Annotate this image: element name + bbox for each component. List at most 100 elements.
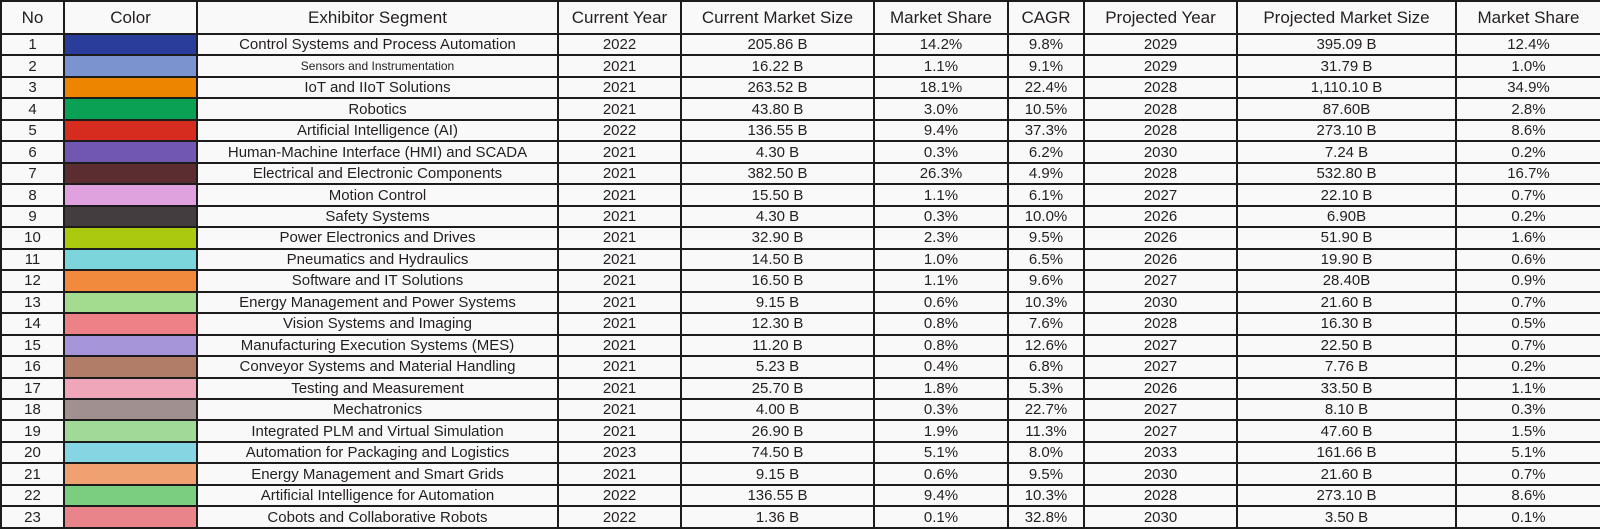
- cell-no: 21: [0, 462, 65, 486]
- cell-projected-year: 2028: [1083, 483, 1238, 508]
- cell-current-year: 2021: [557, 397, 682, 422]
- cell-projected-market-share: 34.9%: [1455, 75, 1600, 100]
- cell-cagr: 10.3%: [1007, 290, 1085, 315]
- color-swatch: [63, 226, 198, 250]
- cell-cagr: 10.0%: [1007, 204, 1085, 229]
- table-row: 20 Automation for Packaging and Logistics…: [0, 440, 1600, 465]
- cell-current-year: 2022: [557, 483, 682, 508]
- cell-projected-market-share: 0.7%: [1455, 290, 1600, 315]
- table-row: 5 Artificial Intelligence (AI) 2022 136.55 …: [0, 118, 1600, 143]
- color-swatch: [63, 247, 198, 272]
- cell-projected-year: 2030: [1083, 462, 1238, 486]
- cell-exhibitor-segment: Integrated PLM and Virtual Simulation: [196, 419, 559, 443]
- cell-cagr: 9.5%: [1007, 462, 1085, 486]
- table-header: No Color Exhibitor Segment Current Year Curr…: [0, 0, 1600, 35]
- cell-projected-year: 2027: [1083, 397, 1238, 422]
- cell-no: 15: [0, 333, 65, 358]
- cell-exhibitor-segment: Power Electronics and Drives: [196, 226, 559, 250]
- column-header-current-year: Current Year: [557, 0, 682, 35]
- cell-projected-market-size: 1,110.10 B: [1236, 75, 1457, 100]
- table-row: 13 Energy Management and Power Systems 202…: [0, 290, 1600, 315]
- cell-projected-year: 2027: [1083, 355, 1238, 379]
- cell-current-year: 2022: [557, 118, 682, 143]
- table-row: 10 Power Electronics and Drives 2021 32.90 …: [0, 226, 1600, 250]
- cell-market-share: 0.6%: [873, 290, 1009, 315]
- color-swatch: [63, 161, 198, 186]
- cell-projected-market-size: 8.10 B: [1236, 397, 1457, 422]
- cell-current-year: 2021: [557, 376, 682, 400]
- cell-current-market-size: 74.50 B: [680, 440, 875, 465]
- color-swatch: [63, 97, 198, 121]
- cell-cagr: 22.7%: [1007, 397, 1085, 422]
- table-row: 9 Safety Systems 2021 4.30 B 0.3% 10.0% 2026 6.…: [0, 204, 1600, 229]
- cell-current-year: 2021: [557, 333, 682, 358]
- cell-current-year: 2021: [557, 247, 682, 272]
- cell-current-year: 2021: [557, 355, 682, 379]
- column-header-market-share: Market Share: [873, 0, 1009, 35]
- cell-cagr: 7.6%: [1007, 312, 1085, 336]
- color-swatch: [63, 75, 198, 100]
- cell-projected-market-share: 12.4%: [1455, 32, 1600, 57]
- cell-market-share: 1.9%: [873, 419, 1009, 443]
- cell-current-year: 2021: [557, 269, 682, 293]
- cell-cagr: 6.2%: [1007, 140, 1085, 164]
- cell-projected-market-size: 87.60B: [1236, 97, 1457, 121]
- table-row: 15 Manufacturing Execution Systems (MES) 2…: [0, 333, 1600, 358]
- cell-projected-year: 2028: [1083, 161, 1238, 186]
- cell-cagr: 37.3%: [1007, 118, 1085, 143]
- cell-current-market-size: 382.50 B: [680, 161, 875, 186]
- cell-no: 22: [0, 483, 65, 508]
- color-swatch: [63, 397, 198, 422]
- cell-current-year: 2021: [557, 183, 682, 207]
- cell-market-share: 2.3%: [873, 226, 1009, 250]
- table-row: 8 Motion Control 2021 15.50 B 1.1% 6.1% 2027 22…: [0, 183, 1600, 207]
- cell-market-share: 0.8%: [873, 312, 1009, 336]
- cell-projected-market-share: 8.6%: [1455, 483, 1600, 508]
- cell-current-year: 2021: [557, 226, 682, 250]
- table-row: 19 Integrated PLM and Virtual Simulation 2…: [0, 419, 1600, 443]
- cell-no: 6: [0, 140, 65, 164]
- cell-market-share: 0.6%: [873, 462, 1009, 486]
- cell-current-market-size: 14.50 B: [680, 247, 875, 272]
- cell-market-share: 0.3%: [873, 397, 1009, 422]
- cell-current-market-size: 16.50 B: [680, 269, 875, 293]
- cell-current-year: 2021: [557, 290, 682, 315]
- table-row: 17 Testing and Measurement 2021 25.70 B 1.8%…: [0, 376, 1600, 400]
- cell-cagr: 5.3%: [1007, 376, 1085, 400]
- cell-projected-year: 2030: [1083, 140, 1238, 164]
- cell-no: 17: [0, 376, 65, 400]
- cell-current-market-size: 263.52 B: [680, 75, 875, 100]
- cell-no: 16: [0, 355, 65, 379]
- column-header-exhibitor-segment: Exhibitor Segment: [196, 0, 559, 35]
- cell-market-share: 0.8%: [873, 333, 1009, 358]
- color-swatch: [63, 140, 198, 164]
- cell-exhibitor-segment: Motion Control: [196, 183, 559, 207]
- cell-no: 18: [0, 397, 65, 422]
- table-row: 16 Conveyor Systems and Material Handling…: [0, 355, 1600, 379]
- color-swatch: [63, 419, 198, 443]
- cell-current-market-size: 32.90 B: [680, 226, 875, 250]
- cell-exhibitor-segment: Artificial Intelligence (AI): [196, 118, 559, 143]
- cell-projected-year: 2028: [1083, 312, 1238, 336]
- cell-current-year: 2022: [557, 32, 682, 57]
- cell-current-year: 2021: [557, 97, 682, 121]
- cell-market-share: 1.1%: [873, 183, 1009, 207]
- cell-current-market-size: 11.20 B: [680, 333, 875, 358]
- cell-current-market-size: 16.22 B: [680, 54, 875, 78]
- cell-projected-market-share: 0.9%: [1455, 269, 1600, 293]
- cell-projected-market-size: 33.50 B: [1236, 376, 1457, 400]
- cell-current-year: 2021: [557, 204, 682, 229]
- color-swatch: [63, 204, 198, 229]
- cell-current-year: 2021: [557, 140, 682, 164]
- cell-projected-market-size: 21.60 B: [1236, 462, 1457, 486]
- cell-projected-market-size: 273.10 B: [1236, 483, 1457, 508]
- cell-market-share: 1.8%: [873, 376, 1009, 400]
- cell-projected-market-share: 0.7%: [1455, 333, 1600, 358]
- cell-no: 7: [0, 161, 65, 186]
- cell-projected-market-share: 16.7%: [1455, 161, 1600, 186]
- cell-exhibitor-segment: Mechatronics: [196, 397, 559, 422]
- cell-exhibitor-segment: Energy Management and Power Systems: [196, 290, 559, 315]
- cell-current-year: 2021: [557, 54, 682, 78]
- table-row: 7 Electrical and Electronic Components 202…: [0, 161, 1600, 186]
